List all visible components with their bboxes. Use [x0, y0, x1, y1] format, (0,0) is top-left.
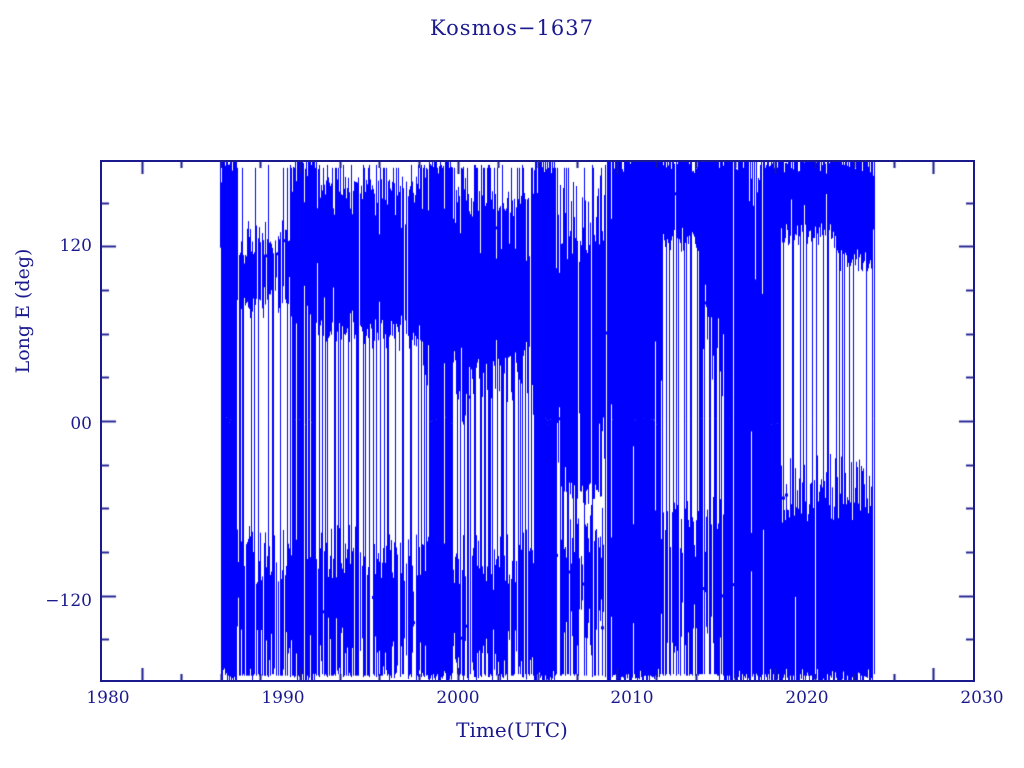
data-plot-canvas [102, 162, 973, 680]
y-tick-label-0: 00 [70, 414, 92, 434]
y-axis-title: Long E (deg) [12, 248, 34, 374]
x-tick-label-2020: 2020 [785, 688, 829, 708]
x-axis-title: Time(UTC) [456, 718, 568, 742]
x-tick-label-2000: 2000 [436, 688, 480, 708]
y-tick-label-120: 120 [59, 236, 92, 256]
x-tick-label-2030: 2030 [960, 688, 1004, 708]
x-tick-label-1980: 1980 [86, 688, 130, 708]
y-tick-label-minus120: −120 [45, 591, 92, 611]
x-tick-label-1990: 1990 [261, 688, 305, 708]
page-title: Kosmos−1637 [430, 16, 594, 40]
x-tick-label-2010: 2010 [610, 688, 654, 708]
plot-frame [100, 160, 975, 682]
